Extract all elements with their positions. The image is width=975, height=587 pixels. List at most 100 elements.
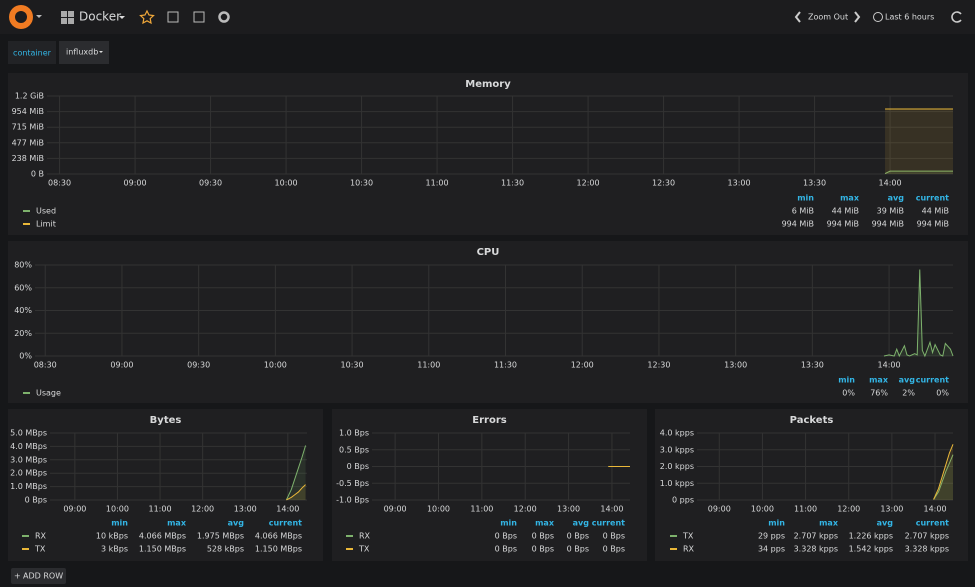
legend-value: 994 MiB <box>872 220 904 229</box>
template-label-box <box>8 41 56 64</box>
template-label: container <box>13 49 52 58</box>
refresh-button[interactable] <box>951 11 962 23</box>
logo-inner <box>15 11 27 23</box>
x-tick-label: 10:30 <box>341 361 364 370</box>
legend-value: 0% <box>842 389 855 398</box>
y-tick-label: 2.0 MBps <box>10 469 47 478</box>
panel <box>8 241 968 403</box>
dashboard-title[interactable]: Docker <box>79 10 121 24</box>
legend-name: RX <box>35 532 47 541</box>
legend-value: 0 Bps <box>567 532 589 541</box>
add-row-label[interactable]: ADD ROW <box>23 572 63 581</box>
y-tick-label: 80% <box>14 261 32 270</box>
y-tick-label: 3.0 kpps <box>660 445 694 454</box>
x-tick-label: 11:00 <box>417 361 440 370</box>
legend-header: current <box>916 194 949 203</box>
legend-value: 994 MiB <box>917 220 949 229</box>
dashboard-icon <box>61 11 74 24</box>
star-button[interactable] <box>139 9 155 25</box>
forward-button[interactable] <box>854 11 861 23</box>
legend-value: 2.707 kpps <box>794 532 838 541</box>
x-tick-label: 10:30 <box>350 179 373 188</box>
x-tick-label: 13:00 <box>557 505 580 514</box>
x-tick-label: 10:00 <box>275 179 298 188</box>
y-tick-label: 1.2 GiB <box>15 92 44 101</box>
y-tick-label: 0 pps <box>672 496 694 505</box>
y-tick-label: 0.5 Bps <box>339 445 369 454</box>
x-tick-label: 13:30 <box>801 361 824 370</box>
add-row-button[interactable] <box>11 568 66 584</box>
x-tick-label: 13:30 <box>803 179 826 188</box>
legend-value: 1.150 MBps <box>255 545 302 554</box>
panel-title: Memory <box>465 79 511 90</box>
legend-header: current <box>916 376 949 385</box>
x-tick-label: 11:00 <box>794 505 817 514</box>
legend-value: 44 MiB <box>922 207 949 216</box>
x-tick-label: 10:00 <box>427 505 450 514</box>
y-tick-label: 2.0 kpps <box>660 462 694 471</box>
x-tick-label: 10:00 <box>264 361 287 370</box>
series-area <box>885 171 953 174</box>
x-tick-label: 12:30 <box>652 179 675 188</box>
caret <box>99 51 103 53</box>
series-area <box>885 108 953 174</box>
template-value-box[interactable] <box>59 41 109 64</box>
share-button[interactable] <box>167 11 179 23</box>
legend-header: min <box>838 376 855 385</box>
legend-header: avg <box>899 376 916 385</box>
zoom-out[interactable]: Zoom Out <box>808 13 848 22</box>
y-tick-label: 715 MiB <box>12 123 44 132</box>
y-tick-label: -0.5 Bps <box>336 479 369 488</box>
clock-icon <box>873 12 883 22</box>
legend-name: TX <box>358 545 370 554</box>
x-tick-label: 08:30 <box>48 179 71 188</box>
y-tick-label: 1.0 MBps <box>10 482 47 491</box>
panel <box>8 409 323 561</box>
legend-value: 0 Bps <box>532 532 554 541</box>
x-tick-label: 09:00 <box>384 505 407 514</box>
series-area <box>933 454 953 500</box>
series-line <box>883 269 954 358</box>
y-tick-label: 4.0 kpps <box>660 429 694 438</box>
legend-value: 0 Bps <box>495 545 517 554</box>
legend-value: 528 kBps <box>207 545 244 554</box>
y-tick-label: 0% <box>19 352 32 361</box>
legend-value: 76% <box>870 389 888 398</box>
legend-name: Usage <box>36 389 61 398</box>
time-range[interactable]: Last 6 hours <box>885 13 934 22</box>
x-tick-label: 09:00 <box>110 361 133 370</box>
legend-header: min <box>797 194 814 203</box>
y-tick-label: 1.0 kpps <box>660 479 694 488</box>
legend-name: TX <box>34 545 46 554</box>
x-tick-label: 09:00 <box>708 505 731 514</box>
legend-name: Used <box>36 207 56 216</box>
legend-value: 0 Bps <box>603 545 625 554</box>
x-tick-label: 10:00 <box>751 505 774 514</box>
legend-value: 0% <box>936 389 949 398</box>
x-tick-label: 09:30 <box>187 361 210 370</box>
caret <box>119 16 125 19</box>
legend-value: 2% <box>902 389 915 398</box>
x-tick-label: 11:30 <box>494 361 517 370</box>
y-tick-label: 60% <box>14 283 32 292</box>
legend-name: RX <box>683 545 695 554</box>
caret <box>36 15 42 18</box>
back-button[interactable] <box>794 11 801 23</box>
x-tick-label: 09:00 <box>63 505 86 514</box>
x-tick-label: 13:00 <box>880 505 903 514</box>
x-tick-label: 13:00 <box>724 361 747 370</box>
save-button[interactable] <box>193 11 205 23</box>
settings-button[interactable] <box>218 11 230 23</box>
legend-value: 1.542 kpps <box>849 545 893 554</box>
y-tick-label: 20% <box>14 329 32 338</box>
x-tick-label: 14:00 <box>276 505 299 514</box>
series-area <box>286 445 306 500</box>
y-tick-label: 0 Bps <box>25 496 47 505</box>
template-value[interactable]: influxdb <box>66 48 98 57</box>
panel-title: CPU <box>477 247 500 258</box>
legend-header: current <box>916 519 949 528</box>
legend-header: max <box>535 519 555 528</box>
legend-header: min <box>111 519 128 528</box>
